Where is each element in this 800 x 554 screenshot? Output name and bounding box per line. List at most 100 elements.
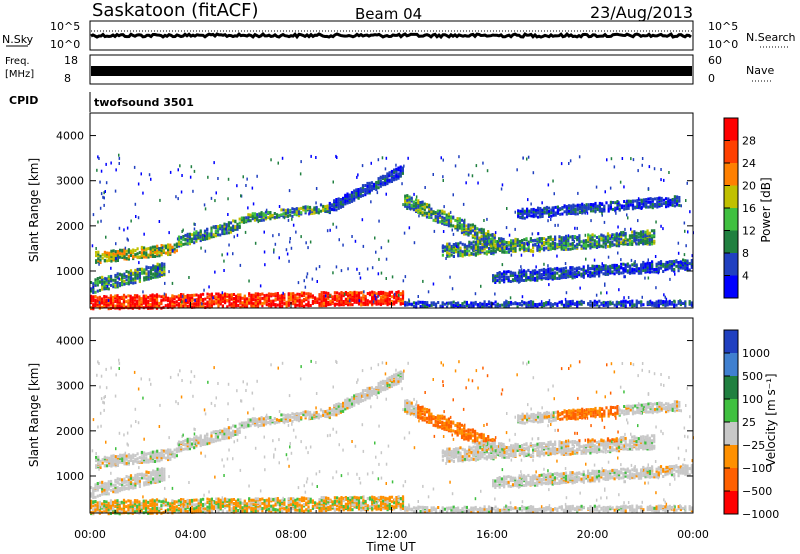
power-cell — [646, 270, 649, 274]
power-cell — [677, 301, 680, 305]
power-cell — [600, 291, 602, 295]
power-cell — [322, 304, 325, 308]
power-cell — [297, 281, 300, 285]
power-cell — [587, 270, 590, 274]
power-cell — [327, 297, 330, 301]
power-cell — [390, 299, 394, 303]
power-cell — [121, 274, 124, 278]
power-cell — [564, 272, 568, 276]
power-cell — [538, 271, 541, 275]
power-cell — [347, 267, 349, 271]
power-cell — [335, 208, 338, 212]
power-cell — [651, 197, 654, 201]
power-cell — [158, 250, 161, 254]
velocity-cell — [267, 415, 270, 419]
power-cell — [527, 248, 530, 251]
power-cell — [479, 248, 482, 252]
power-cell — [460, 231, 464, 235]
velocity-cell — [236, 429, 239, 433]
power-cell — [267, 216, 270, 220]
power-cell — [406, 196, 409, 200]
power-cell — [318, 295, 321, 299]
power-ytick-label: 2000 — [56, 220, 84, 233]
power-cell — [598, 299, 601, 303]
velocity-cell — [110, 464, 113, 468]
power-cell — [617, 265, 621, 269]
power-cell — [584, 244, 588, 248]
power-cell — [634, 199, 637, 203]
power-cell — [624, 269, 627, 273]
power-cell — [97, 252, 100, 256]
power-cell — [505, 275, 508, 279]
power-cell — [444, 245, 447, 249]
power-cell — [576, 237, 579, 241]
velocity-cell — [232, 424, 235, 428]
power-cell — [219, 300, 222, 304]
power-cell — [521, 207, 524, 211]
power-cell — [401, 171, 404, 175]
power-cell — [197, 304, 200, 308]
power-cell — [134, 278, 137, 282]
power-cell — [467, 225, 470, 228]
power-cell — [514, 301, 517, 305]
freq-tick-bottom: 8 — [64, 72, 71, 85]
power-cell — [208, 285, 210, 289]
power-cell — [553, 276, 555, 280]
power-cell — [197, 302, 200, 306]
power-cell — [180, 190, 183, 194]
power-cell — [110, 251, 113, 255]
power-cell — [587, 240, 590, 243]
power-cell — [306, 205, 309, 209]
velocity-cell — [145, 452, 148, 456]
power-cell — [155, 293, 159, 297]
power-cell — [175, 249, 178, 253]
power-cell — [426, 302, 429, 306]
power-cell — [215, 299, 218, 303]
power-cell — [240, 218, 243, 222]
velocity-cell — [293, 415, 296, 419]
power-cell — [587, 235, 590, 239]
power-cell — [121, 256, 124, 259]
power-cell — [622, 238, 625, 242]
power-cell — [659, 302, 663, 306]
power-cell — [534, 303, 537, 306]
power-cell — [103, 287, 106, 291]
power-cell — [133, 165, 136, 169]
power-cell — [361, 164, 364, 168]
power-cell — [144, 305, 148, 309]
power-cell — [567, 272, 570, 275]
velocity-cell — [160, 458, 163, 462]
velocity-cell — [275, 418, 279, 422]
power-cell — [521, 274, 524, 278]
power-cell — [558, 269, 561, 273]
power-cell — [485, 241, 488, 245]
power-cell — [116, 281, 119, 285]
power-cell — [180, 295, 183, 299]
power-cell — [158, 266, 161, 270]
power-cell — [90, 294, 93, 298]
power-cell — [127, 257, 130, 261]
power-cell — [569, 274, 572, 278]
power-cell — [603, 220, 606, 224]
beam-label: Beam 04 — [355, 5, 422, 23]
power-cell — [635, 241, 637, 245]
power-cell — [527, 242, 530, 246]
power-cell — [548, 209, 551, 213]
power-cell — [173, 297, 176, 301]
power-cell — [523, 216, 526, 220]
power-cell — [289, 240, 291, 244]
power-cell — [101, 256, 104, 260]
power-cell — [281, 293, 284, 297]
power-cell — [256, 295, 260, 299]
velocity-cell — [291, 412, 294, 416]
velocity-cell — [295, 412, 298, 416]
power-cell — [300, 235, 302, 239]
power-cell — [458, 219, 461, 223]
power-cell — [612, 207, 615, 211]
power-cell — [147, 255, 150, 259]
velocity-cell — [216, 430, 220, 434]
power-cell — [684, 266, 687, 269]
power-cell — [507, 275, 510, 279]
velocity-cell — [214, 434, 217, 438]
power-cell — [287, 302, 290, 306]
